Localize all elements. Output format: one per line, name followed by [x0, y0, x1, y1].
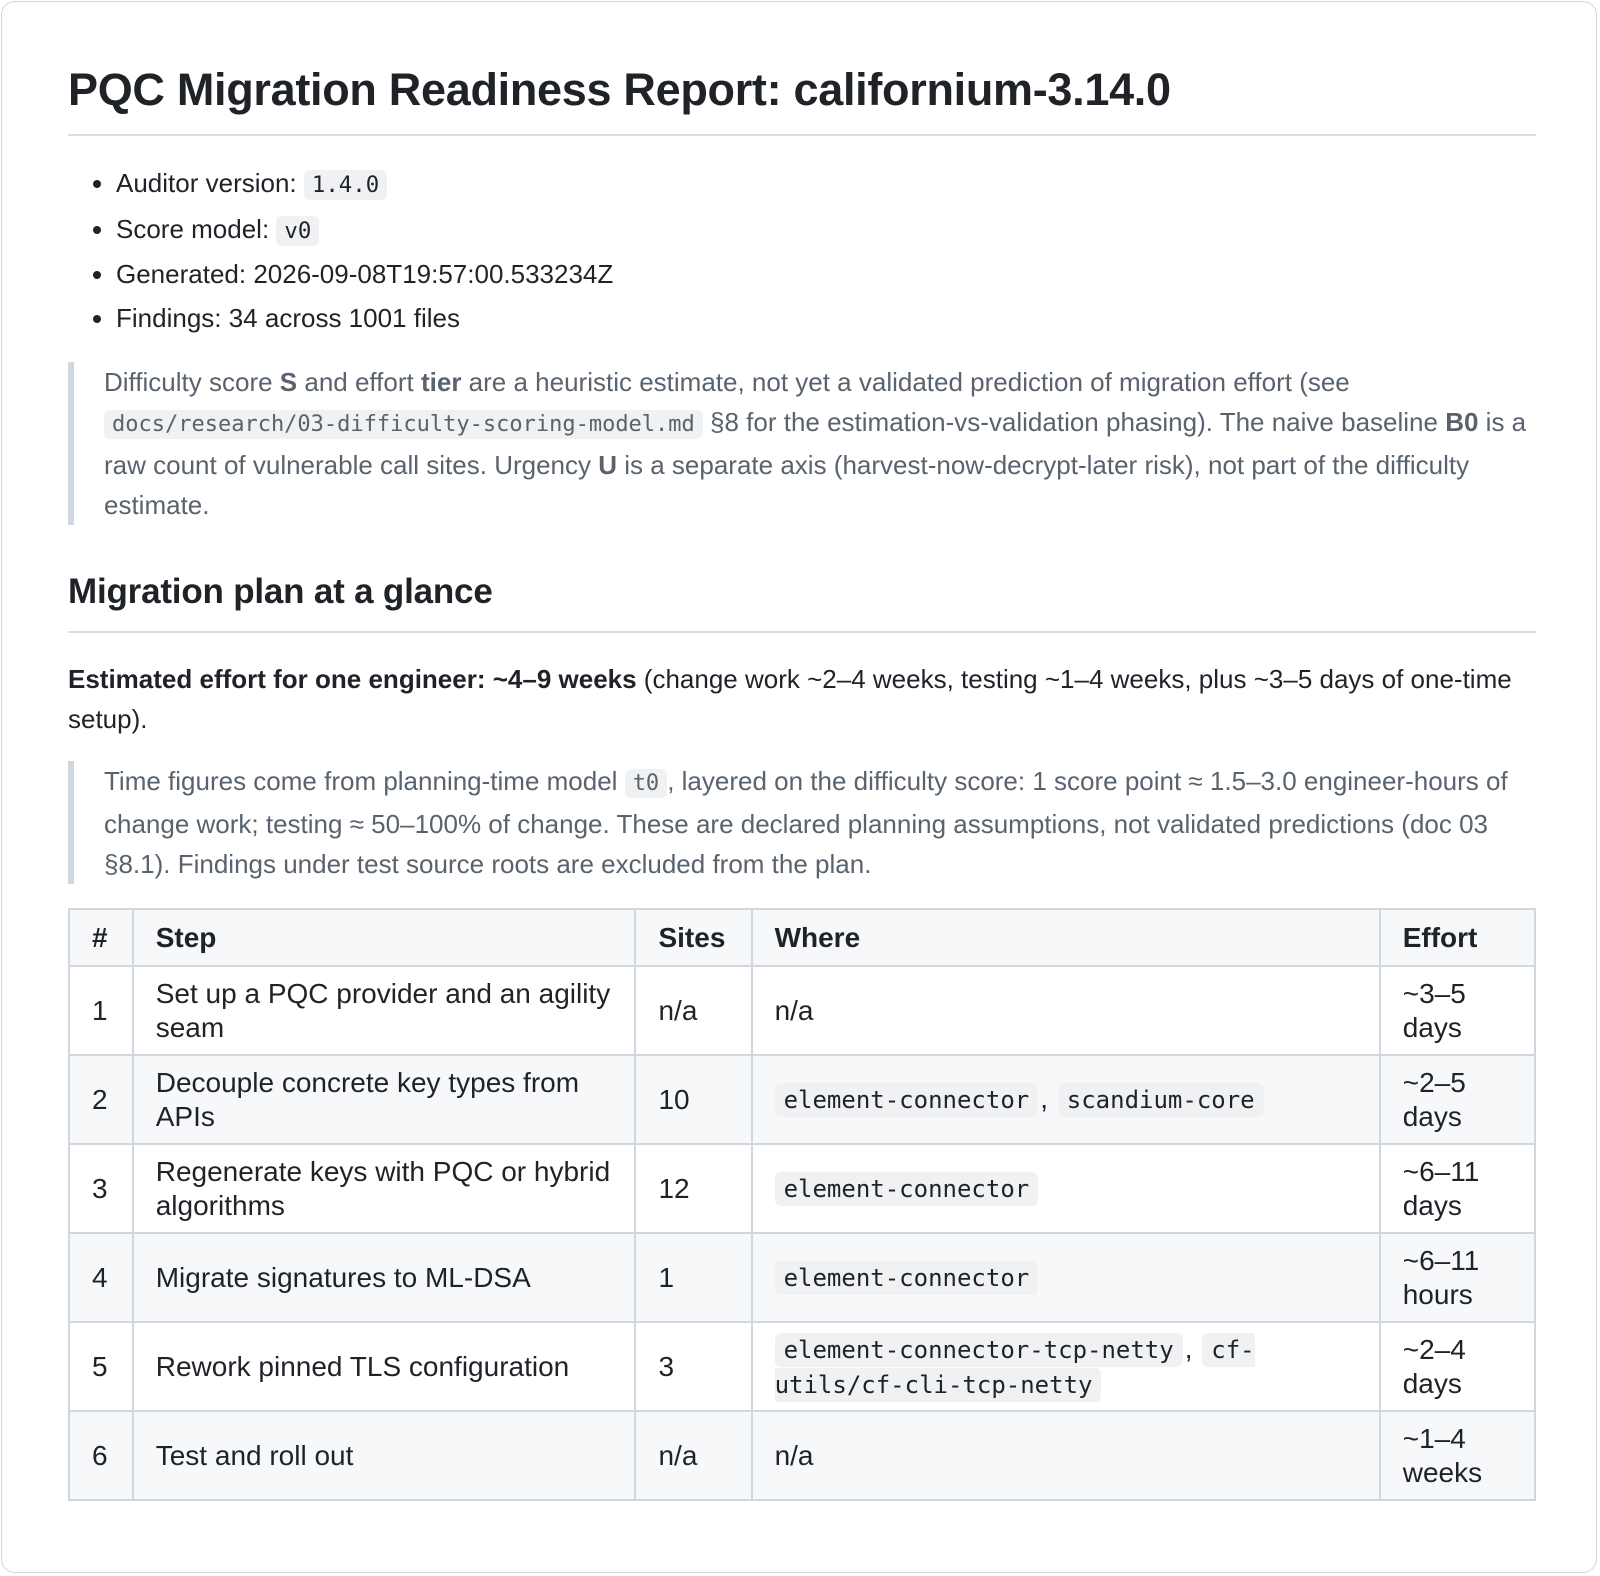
cell-step: Test and roll out	[131, 1410, 637, 1501]
header-step: Step	[131, 908, 637, 967]
urgency-symbol: U	[598, 450, 618, 480]
effort-estimate: Estimated effort for one engineer: ~4–9 …	[68, 664, 637, 694]
baseline-symbol: B0	[1445, 407, 1479, 437]
cell-num: 4	[68, 1232, 134, 1323]
table-row: 1 Set up a PQC provider and an agility s…	[68, 965, 1537, 1056]
module-code: element-connector-tcp-netty	[774, 1332, 1183, 1367]
separator: ,	[1040, 1083, 1048, 1114]
header-where: Where	[750, 908, 1381, 967]
disclaimer-text: and effort	[297, 367, 421, 397]
cell-sites: 1	[634, 1232, 753, 1323]
cell-sites: n/a	[634, 1410, 753, 1501]
tier-term: tier	[420, 367, 462, 397]
cell-effort: ~6–11 days	[1378, 1143, 1537, 1234]
cell-step: Migrate signatures to ML-DSA	[131, 1232, 637, 1323]
meta-code: 1.4.0	[303, 170, 388, 200]
disclaimer-text: are a heuristic estimate, not yet a vali…	[461, 367, 1350, 397]
report-content: PQC Migration Readiness Report: californ…	[68, 62, 1537, 1501]
cell-effort: ~2–4 days	[1378, 1321, 1537, 1412]
cell-num: 6	[68, 1410, 134, 1501]
score-symbol: S	[279, 367, 298, 397]
meta-findings: Findings: 34 across 1001 files	[116, 297, 1536, 341]
separator: ,	[1184, 1332, 1193, 1364]
cell-step: Set up a PQC provider and an agility sea…	[131, 965, 637, 1056]
cell-step: Regenerate keys with PQC or hybrid algor…	[131, 1143, 637, 1234]
disclaimer-note: Difficulty score S and effort tier are a…	[68, 362, 1536, 525]
disclaimer-text: is a raw count of vulnerable call sites.…	[104, 407, 1527, 480]
module-code: element-connector	[774, 1172, 1039, 1206]
cell-sites: n/a	[634, 965, 753, 1056]
meta-label: Findings: 34 across 1001 files	[116, 302, 460, 333]
module-code: scandium-core	[1057, 1083, 1264, 1117]
page-title: PQC Migration Readiness Report: californ…	[68, 62, 1536, 136]
planning-note: Time figures come from planning-time mod…	[68, 761, 1536, 884]
cell-where: element-connector-tcp-netty, cf-utils/cf…	[750, 1321, 1381, 1412]
section-heading: Migration plan at a glance	[68, 569, 1536, 633]
header-num: #	[68, 908, 134, 967]
cell-where: element-connector, scandium-core	[750, 1054, 1381, 1145]
cell-sites: 3	[634, 1321, 753, 1412]
migration-plan-table: # Step Sites Where Effort 1 Set up a PQC…	[68, 908, 1537, 1501]
header-effort: Effort	[1378, 908, 1537, 967]
meta-auditor-version: Auditor version: 1.4.0	[116, 162, 1536, 208]
note-text: , layered on the difficulty score: 1 sco…	[104, 766, 1508, 879]
cell-num: 3	[68, 1143, 134, 1234]
disclaimer-text: §8 for the estimation-vs-validation phas…	[702, 407, 1446, 437]
disclaimer-text: is a separate axis (harvest-now-decrypt-…	[104, 450, 1470, 520]
effort-breakdown: (change work ~2–4 weeks, testing ~1–4 we…	[68, 664, 1512, 734]
module-code: element-connector	[774, 1261, 1039, 1295]
cell-num: 1	[68, 965, 134, 1056]
module-code: element-connector	[774, 1083, 1039, 1117]
cell-effort: ~3–5 days	[1378, 965, 1537, 1056]
cell-sites: 10	[634, 1054, 753, 1145]
cell-where: element-connector	[750, 1143, 1381, 1234]
effort-summary: Estimated effort for one engineer: ~4–9 …	[68, 659, 1536, 739]
table-header-row: # Step Sites Where Effort	[68, 908, 1537, 967]
meta-label: Auditor version:	[116, 168, 304, 198]
cell-step: Rework pinned TLS configuration	[131, 1321, 637, 1412]
table-row: 4 Migrate signatures to ML-DSA 1 element…	[68, 1232, 1537, 1323]
cell-num: 2	[68, 1054, 134, 1145]
meta-label: Score model:	[116, 213, 277, 244]
meta-generated: Generated: 2026-09-08T19:57:00.533234Z	[116, 253, 1536, 297]
model-code: t0	[624, 769, 668, 798]
table-row: 6 Test and roll out n/a n/a ~1–4 weeks	[68, 1410, 1537, 1501]
meta-code: v0	[276, 215, 320, 246]
cell-effort: ~2–5 days	[1378, 1054, 1537, 1145]
metadata-list: Auditor version: 1.4.0 Score model: v0 G…	[68, 162, 1536, 340]
meta-score-model: Score model: v0	[116, 208, 1536, 254]
cell-step: Decouple concrete key types from APIs	[131, 1054, 637, 1145]
doc-path-code: docs/research/03-difficulty-scoring-mode…	[104, 410, 703, 439]
cell-where: n/a	[750, 1410, 1381, 1501]
cell-num: 5	[68, 1321, 134, 1412]
note-text: Time figures come from planning-time mod…	[104, 766, 625, 796]
table-row: 2 Decouple concrete key types from APIs …	[68, 1054, 1537, 1145]
cell-effort: ~6–11 hours	[1378, 1232, 1537, 1323]
cell-where: element-connector	[750, 1232, 1381, 1323]
header-sites: Sites	[634, 908, 753, 967]
cell-sites: 12	[634, 1143, 753, 1234]
meta-label: Generated: 2026-09-08T19:57:00.533234Z	[116, 259, 614, 289]
table-row: 5 Rework pinned TLS configuration 3 elem…	[68, 1321, 1537, 1412]
table-row: 3 Regenerate keys with PQC or hybrid alg…	[68, 1143, 1537, 1234]
cell-where: n/a	[750, 965, 1381, 1056]
disclaimer-text: Difficulty score	[104, 367, 280, 397]
cell-effort: ~1–4 weeks	[1378, 1410, 1537, 1501]
